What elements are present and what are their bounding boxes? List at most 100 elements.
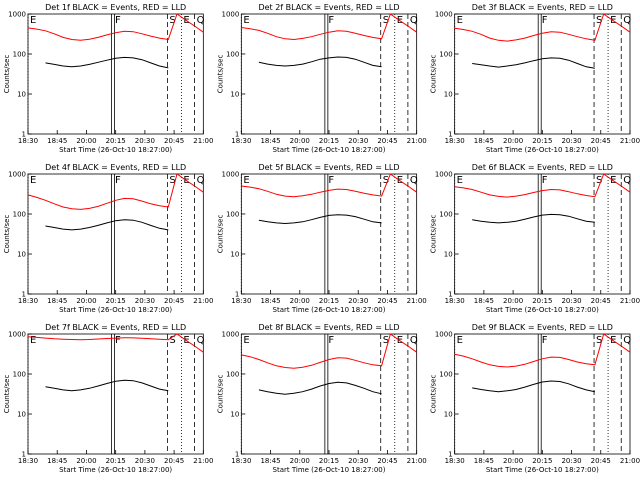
plot-frame [240,173,418,295]
marker-label: E [243,175,249,186]
panel-title: Det 9f BLACK = Events, RED = LLD [472,323,613,332]
marker-label: E [243,335,249,346]
x-tick-label: 20:30 [348,457,368,465]
marker-label: F [115,335,121,346]
x-tick-label: 20:00 [503,457,523,465]
y-tick-label: 1 [448,131,452,139]
series-line-events [45,379,169,392]
x-tick-label: 21:00 [620,457,640,465]
y-tick-label: 1 [22,131,26,139]
x-tick-label: 18:30 [231,137,251,145]
panel-title: Det 8f BLACK = Events, RED = LLD [258,323,399,332]
x-tick-label: 21:00 [193,297,213,305]
series-line-lld [241,173,417,198]
x-tick-label: 20:15 [532,137,552,145]
y-tick-label: 100 [226,51,239,59]
x-tick-label: 20:45 [591,297,611,305]
chart-panel-5: Det 5f BLACK = Events, RED = LLD 1 10 100 10… [216,163,426,314]
x-tick-label: 18:45 [47,297,67,305]
series-line-events [45,219,169,231]
x-axis-label: Start Time (26-Oct-10 18:27:00) [486,306,599,314]
x-tick-label: 20:30 [561,137,581,145]
x-tick-label: 18:30 [445,137,465,145]
x-tick-label: 18:30 [445,297,465,305]
x-tick-label: 20:30 [561,297,581,305]
marker-label: F [115,175,121,186]
x-tick-label: 21:00 [407,297,427,305]
x-tick-label: 20:45 [377,137,397,145]
marker-label: Q [623,175,631,186]
y-tick-label: 10 [17,91,26,99]
x-tick-label: 18:45 [260,457,280,465]
x-tick-label: 18:45 [260,297,280,305]
series-line-events [45,56,169,69]
plot-frame [27,173,204,295]
x-axis-label: Start Time (26-Oct-10 18:27:00) [273,146,386,154]
y-tick-label: 10 [17,251,26,259]
marker-label: S [169,335,175,346]
x-tick-label: 21:00 [407,457,427,465]
y-tick-label: 1 [235,131,239,139]
x-axis-label: Start Time (26-Oct-10 18:27:00) [486,466,599,474]
marker-label: E [457,175,463,186]
x-tick-label: 20:15 [319,297,339,305]
y-tick-label: 100 [439,211,452,219]
y-tick-label: 10 [230,251,239,259]
x-tick-label: 20:30 [135,297,155,305]
marker-label: Q [623,335,631,346]
y-tick-label: 1 [448,451,452,459]
plot-frame [27,333,204,455]
y-tick-label: 100 [226,371,239,379]
series-line-events [258,381,382,395]
x-tick-label: 20:45 [591,137,611,145]
x-tick-label: 20:30 [135,457,155,465]
y-tick-label: 1 [235,451,239,459]
x-tick-label: 20:30 [561,457,581,465]
y-axis-label: Counts/sec [430,55,438,94]
x-tick-label: 20:30 [135,137,155,145]
plot-frame [454,13,631,135]
marker-label: S [596,335,602,346]
x-tick-label: 20:00 [503,137,523,145]
y-axis-label: Counts/sec [216,55,224,94]
marker-label: S [383,175,389,186]
x-tick-label: 20:30 [348,137,368,145]
x-tick-label: 20:00 [503,297,523,305]
y-tick-label: 100 [13,51,26,59]
chart-panel-9: Det 9f BLACK = Events, RED = LLD 1 10 100 10… [430,323,640,474]
x-tick-label: 18:30 [231,297,251,305]
x-axis-label: Start Time (26-Oct-10 18:27:00) [273,306,386,314]
x-axis-label: Start Time (26-Oct-10 18:27:00) [273,466,386,474]
y-tick-label: 100 [13,371,26,379]
marker-label: F [115,15,121,26]
y-tick-label: 1 [448,291,452,299]
marker-label: Q [410,15,418,26]
y-axis-label: Counts/sec [3,375,11,414]
chart-panel-4: Det 4f BLACK = Events, RED = LLD 1 10 100 10… [3,163,213,314]
panel-title: Det 3f BLACK = Events, RED = LLD [472,3,613,12]
x-tick-label: 20:45 [164,457,184,465]
marker-label: Q [623,15,631,26]
x-axis-label: Start Time (26-Oct-10 18:27:00) [486,146,599,154]
y-tick-label: 100 [13,211,26,219]
y-axis-label: Counts/sec [3,55,11,94]
y-tick-label: 1000 [8,331,26,339]
x-tick-label: 20:45 [377,297,397,305]
x-tick-label: 18:30 [18,297,38,305]
x-tick-label: 18:30 [18,137,38,145]
y-axis-label: Counts/sec [430,215,438,254]
y-tick-label: 1 [235,291,239,299]
x-axis-label: Start Time (26-Oct-10 18:27:00) [59,146,172,154]
y-tick-label: 1000 [222,171,240,179]
series-line-events [258,56,382,68]
x-tick-label: 20:45 [591,457,611,465]
x-tick-label: 18:45 [474,297,494,305]
x-tick-label: 18:45 [474,137,494,145]
y-axis-label: Counts/sec [430,375,438,414]
x-tick-label: 20:45 [164,137,184,145]
x-tick-label: 20:00 [76,457,96,465]
y-tick-label: 10 [230,411,239,419]
marker-label: S [169,15,175,26]
marker-label: S [169,175,175,186]
